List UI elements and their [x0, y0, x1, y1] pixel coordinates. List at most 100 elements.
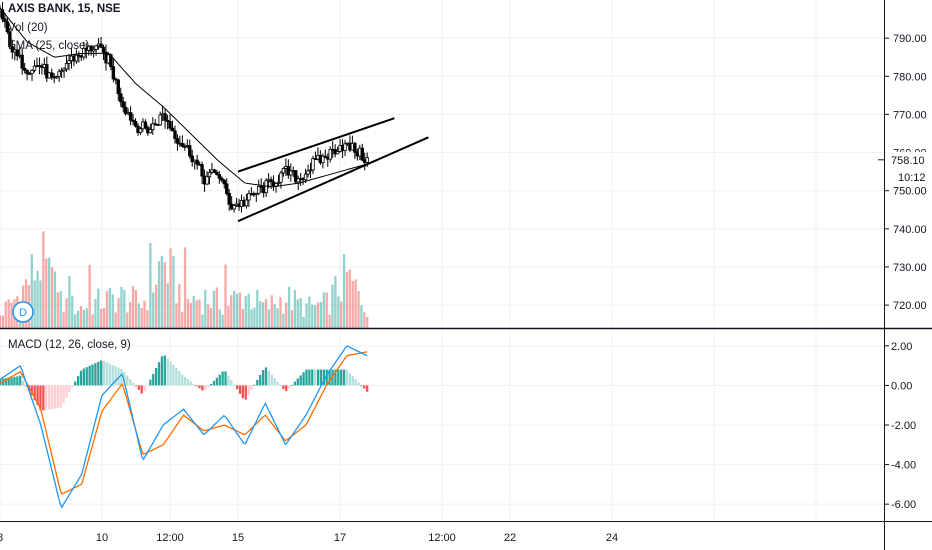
candle-body: [20, 54, 24, 69]
volume-label[interactable]: Vol (20): [8, 22, 48, 34]
candle-body: [308, 169, 313, 172]
macd-histogram-bar: [85, 367, 88, 386]
candle-body: [353, 142, 357, 153]
volume-bar: [354, 279, 357, 328]
volume-bar: [316, 302, 320, 328]
candle-body: [158, 114, 162, 126]
macd-histogram-bar: [328, 369, 331, 386]
time-tick-label: 15: [232, 532, 244, 544]
volume-bar: [302, 316, 305, 328]
candle-body: [328, 148, 332, 160]
price-tick-label: 730.00: [893, 262, 927, 274]
candle-body: [45, 64, 49, 79]
macd-histogram-bar: [48, 385, 51, 410]
candle-body: [335, 151, 340, 155]
volume-bar: [53, 271, 57, 328]
volume-legend[interactable]: Vol (20): [8, 22, 48, 34]
volume-bar: [212, 290, 216, 328]
volume-bar: [218, 309, 221, 328]
macd-histogram-bar: [120, 369, 123, 386]
candle-body: [67, 60, 71, 64]
macd-histogram-bar: [128, 379, 132, 386]
macd-histogram-bar: [91, 364, 94, 386]
macd-tick-label: 2.00: [891, 341, 912, 353]
volume-bar: [166, 283, 169, 328]
macd-histogram-bar: [360, 385, 363, 387]
volume-bar: [7, 299, 10, 328]
volume-bar: [105, 291, 109, 328]
candle-body: [180, 143, 185, 147]
volume-bar: [76, 310, 80, 328]
macd-histogram-bar: [351, 376, 354, 386]
candle-body: [195, 159, 199, 165]
macd-histogram-bar: [192, 383, 195, 386]
volume-bar: [340, 301, 343, 328]
macd-histogram-bar: [123, 371, 126, 386]
volume-bar: [264, 299, 268, 328]
volume-bar: [247, 293, 250, 328]
macd-legend[interactable]: MACD (12, 26, close, 9): [8, 339, 131, 351]
volume-bar: [204, 290, 207, 328]
macd-histogram-bar: [302, 372, 305, 386]
candle-body: [25, 69, 29, 75]
volume-bar: [160, 255, 164, 328]
dividend-marker-label: D: [19, 307, 27, 319]
candle-body: [111, 66, 116, 80]
symbol-legend[interactable]: AXIS BANK, 15, NSE: [8, 3, 120, 15]
macd-histogram-bar: [143, 385, 146, 392]
symbol-label[interactable]: AXIS BANK, 15, NSE: [8, 3, 121, 15]
candle-body: [264, 180, 268, 194]
volume-bar: [296, 299, 299, 328]
candle-body: [168, 121, 172, 129]
volume-bar: [154, 284, 158, 328]
macd-histogram-bar: [53, 385, 57, 409]
volume-bar: [195, 300, 198, 328]
macd-histogram-bar: [366, 385, 369, 392]
macd-line: [0, 345, 368, 509]
candle-body: [5, 21, 10, 32]
volume-bar: [221, 314, 224, 328]
volume-bar: [152, 292, 155, 328]
macd-histogram-bar: [149, 379, 152, 386]
candle-body: [281, 168, 286, 174]
macd-histogram-bar: [340, 369, 343, 386]
candle-body: [57, 71, 61, 77]
macd-histogram-bar: [322, 369, 325, 386]
candle-body: [232, 205, 236, 210]
candle-body: [8, 31, 12, 48]
candle-body: [138, 128, 143, 133]
macd-histogram-bar: [230, 380, 233, 386]
macd-histogram-bar: [175, 368, 178, 386]
candle-body: [30, 69, 34, 74]
ema-label[interactable]: EMA (25, close): [8, 40, 90, 52]
macd-histogram-bar: [337, 369, 340, 386]
volume-bar: [117, 298, 120, 328]
macd-histogram-bar: [134, 385, 138, 387]
volume-bar: [149, 243, 152, 328]
candle-body: [62, 68, 66, 72]
macd-histogram-bar: [117, 367, 120, 386]
macd-histogram-bar: [172, 364, 175, 386]
ema-legend[interactable]: EMA (25, close): [8, 40, 89, 52]
volume-bar: [97, 288, 100, 328]
macd-label[interactable]: MACD (12, 26, close, 9): [8, 339, 131, 351]
volume-bar: [30, 254, 33, 328]
candle-body: [365, 157, 369, 163]
volume-bar: [0, 315, 2, 328]
channel-upper-trendline: [237, 117, 395, 173]
macd-histogram-bar: [45, 385, 48, 410]
volume-bar: [279, 297, 282, 328]
macd-histogram-bar: [264, 367, 268, 386]
volume-bar: [48, 257, 51, 328]
candle-body: [165, 119, 170, 122]
macd-histogram-bar: [163, 355, 166, 386]
macd-histogram-bar: [270, 374, 273, 386]
macd-histogram-bar: [204, 385, 207, 391]
macd-histogram-bar: [166, 358, 169, 386]
channel-lower-trendline: [237, 136, 429, 223]
price-badge-bg: [885, 151, 932, 184]
candle-body: [15, 49, 19, 57]
volume-bar: [215, 287, 218, 328]
